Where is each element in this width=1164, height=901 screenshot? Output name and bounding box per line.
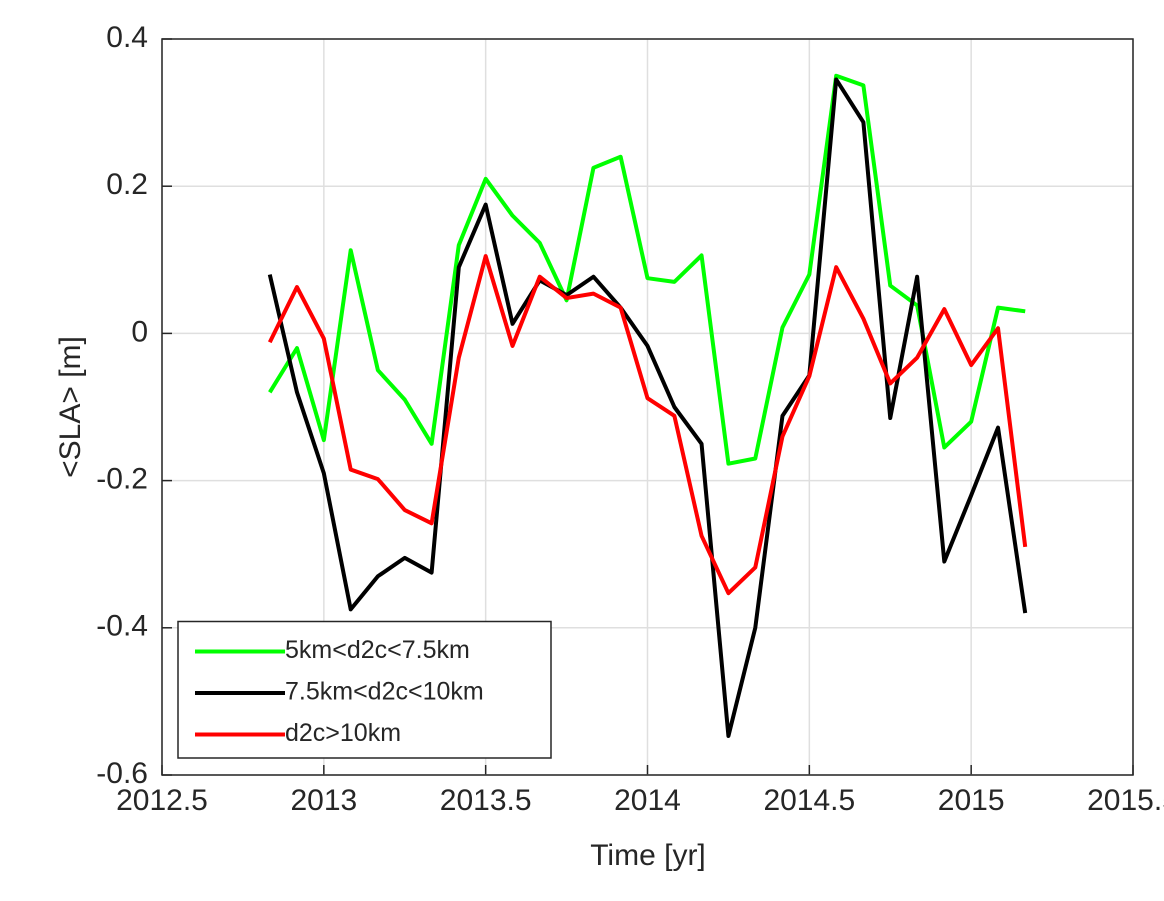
- y-tick-label: 0.2: [106, 168, 148, 201]
- data-line: [268, 73, 1026, 466]
- x-tick-label: 2014: [614, 784, 681, 817]
- x-tick-label: 2013.5: [440, 784, 532, 817]
- y-tick-label: -0.4: [96, 610, 148, 643]
- y-axis-label: <SLA> [m]: [54, 336, 87, 478]
- y-tick-label: 0.4: [106, 21, 148, 54]
- x-tick-label: 2015.5: [1087, 784, 1164, 817]
- legend-label: d2c>10km: [285, 719, 401, 747]
- x-tick-label: 2012.5: [116, 784, 208, 817]
- x-tick-label: 2013: [290, 784, 357, 817]
- y-tick-label: 0: [131, 315, 148, 348]
- legend-label: 7.5km<d2c<10km: [285, 678, 484, 706]
- y-tick-label: -0.2: [96, 463, 148, 496]
- data-line: [267, 254, 1028, 596]
- y-tick-label: -0.6: [96, 757, 148, 790]
- x-tick-label: 2014.5: [763, 784, 855, 817]
- data-line: [267, 77, 1028, 738]
- axes-box: [161, 38, 1134, 776]
- x-tick-label: 2015: [938, 784, 1005, 817]
- x-axis-label: Time [yr]: [590, 839, 706, 872]
- legend-label: 5km<d2c<7.5km: [285, 636, 470, 664]
